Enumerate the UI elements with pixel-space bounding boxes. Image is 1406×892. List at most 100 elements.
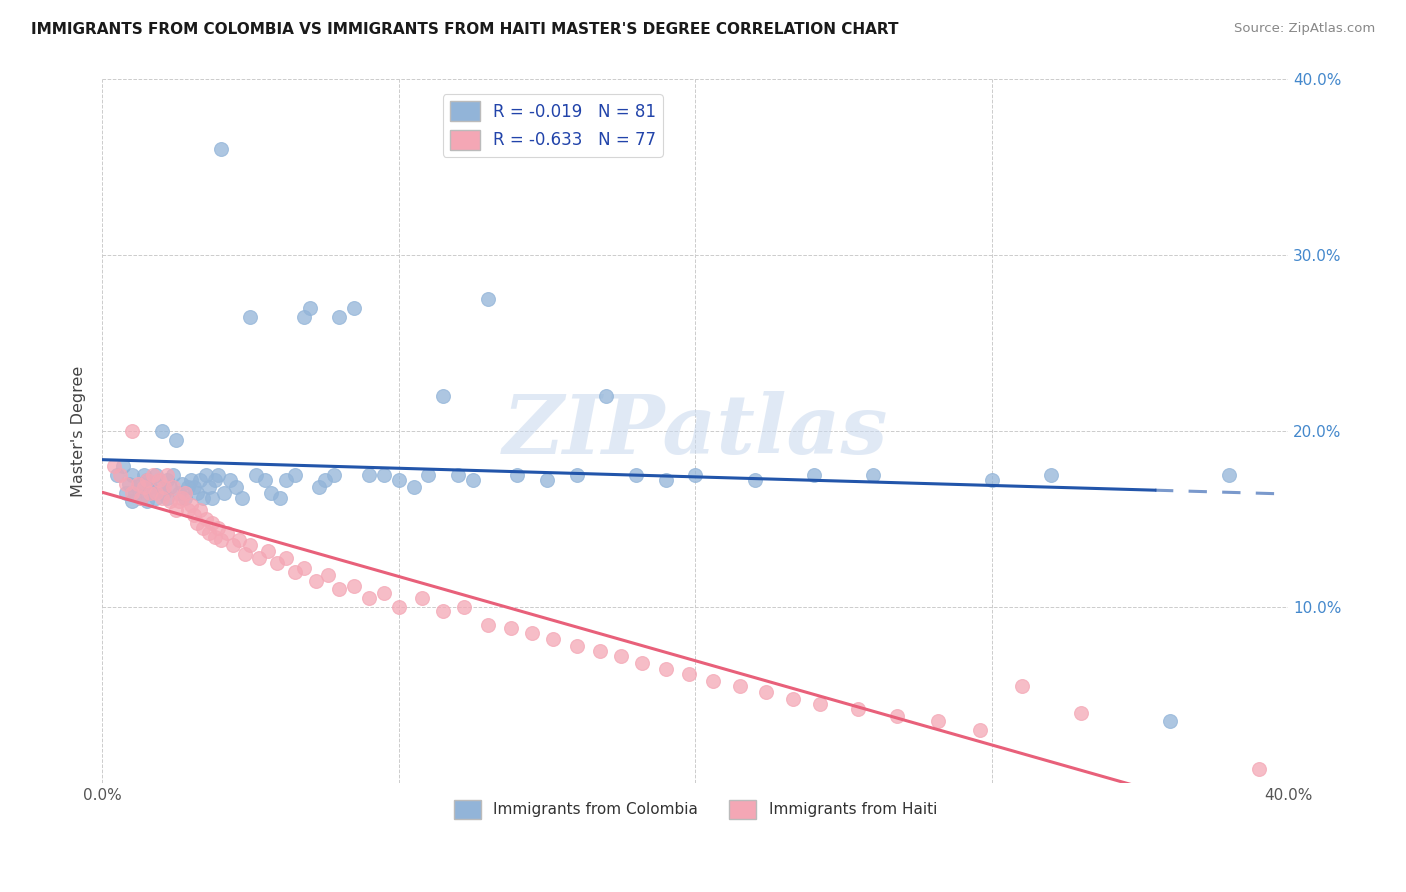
Point [156, 473, 179, 487]
Point [1159, 714, 1181, 729]
Legend: Immigrants from Colombia, Immigrants from Haiti: Immigrants from Colombia, Immigrants fro… [447, 794, 943, 825]
Point [207, 468, 229, 483]
Point [1218, 468, 1240, 483]
Point [165, 433, 187, 447]
Point [848, 702, 870, 716]
Point [172, 491, 194, 505]
Point [1247, 762, 1270, 776]
Point [284, 565, 307, 579]
Point [257, 543, 280, 558]
Point [305, 574, 328, 588]
Point [195, 512, 218, 526]
Point [191, 521, 214, 535]
Point [135, 473, 157, 487]
Point [183, 480, 205, 494]
Point [115, 476, 138, 491]
Point [142, 485, 165, 500]
Point [148, 480, 170, 494]
Point [218, 473, 240, 487]
Point [1070, 706, 1092, 720]
Point [165, 503, 187, 517]
Point [322, 468, 344, 483]
Point [589, 644, 612, 658]
Point [201, 491, 224, 505]
Point [314, 473, 336, 487]
Point [127, 480, 149, 494]
Point [195, 468, 218, 483]
Point [343, 301, 366, 315]
Point [186, 485, 208, 500]
Point [298, 301, 321, 315]
Point [145, 491, 167, 505]
Point [260, 485, 283, 500]
Point [927, 714, 949, 729]
Point [198, 526, 221, 541]
Point [292, 561, 315, 575]
Point [156, 468, 179, 483]
Point [803, 468, 825, 483]
Point [145, 485, 167, 500]
Point [162, 468, 184, 483]
Point [247, 550, 270, 565]
Point [245, 468, 267, 483]
Point [886, 709, 908, 723]
Point [506, 468, 529, 483]
Point [541, 632, 564, 646]
Point [172, 476, 194, 491]
Point [169, 485, 191, 500]
Point [209, 142, 232, 156]
Point [204, 530, 226, 544]
Point [135, 494, 157, 508]
Point [343, 579, 366, 593]
Point [274, 473, 297, 487]
Text: ZIPatlas: ZIPatlas [502, 391, 889, 471]
Point [121, 494, 143, 508]
Point [121, 468, 143, 483]
Point [162, 480, 184, 494]
Point [207, 521, 229, 535]
Point [111, 459, 134, 474]
Point [129, 491, 152, 505]
Point [142, 468, 165, 483]
Point [685, 468, 707, 483]
Point [266, 556, 288, 570]
Point [678, 667, 700, 681]
Text: Source: ZipAtlas.com: Source: ZipAtlas.com [1234, 22, 1375, 36]
Point [118, 476, 141, 491]
Point [316, 568, 339, 582]
Point [129, 476, 152, 491]
Point [215, 526, 238, 541]
Point [388, 473, 411, 487]
Point [461, 473, 484, 487]
Point [536, 473, 558, 487]
Point [228, 533, 250, 548]
Point [969, 723, 991, 738]
Point [233, 547, 256, 561]
Point [204, 473, 226, 487]
Point [174, 485, 197, 500]
Point [188, 473, 211, 487]
Point [373, 468, 395, 483]
Point [631, 657, 654, 671]
Point [188, 503, 211, 517]
Point [222, 538, 245, 552]
Point [862, 468, 884, 483]
Point [328, 310, 350, 324]
Point [402, 480, 425, 494]
Point [212, 485, 235, 500]
Point [153, 480, 176, 494]
Point [127, 476, 149, 491]
Point [174, 491, 197, 505]
Point [755, 684, 778, 698]
Point [225, 480, 247, 494]
Point [702, 673, 724, 688]
Point [328, 582, 350, 597]
Point [269, 491, 291, 505]
Point [453, 600, 475, 615]
Point [121, 424, 143, 438]
Point [565, 639, 588, 653]
Point [156, 491, 179, 505]
Point [198, 480, 221, 494]
Point [201, 516, 224, 530]
Point [183, 508, 205, 523]
